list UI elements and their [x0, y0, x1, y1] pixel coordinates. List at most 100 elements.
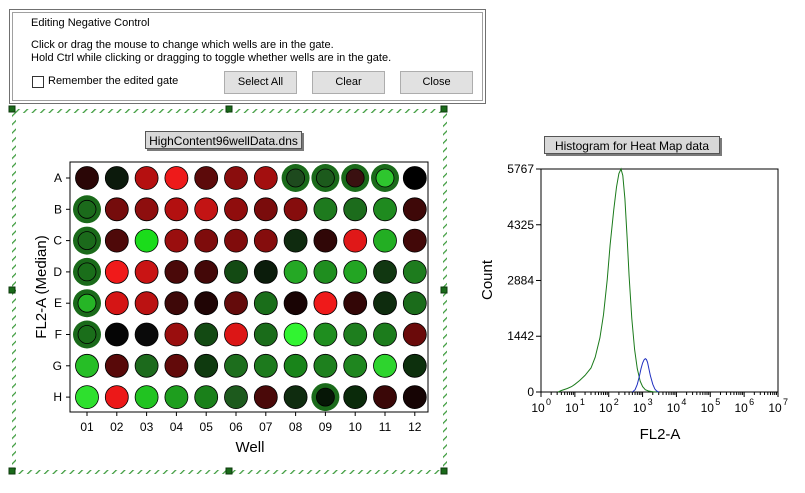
well-D08[interactable] — [283, 259, 308, 284]
well-G09[interactable] — [313, 353, 338, 378]
well-B12[interactable] — [402, 197, 427, 222]
well-E11[interactable] — [373, 291, 397, 316]
well-E09[interactable] — [313, 291, 338, 316]
clear-button[interactable]: Clear — [312, 71, 385, 94]
well-grid[interactable] — [73, 164, 427, 412]
well-G04[interactable] — [164, 353, 189, 378]
well-C04[interactable] — [164, 228, 189, 253]
well-D06[interactable] — [224, 259, 248, 284]
well-H09[interactable] — [315, 387, 335, 407]
well-C11[interactable] — [373, 228, 397, 253]
well-A02[interactable] — [104, 166, 129, 190]
well-F05[interactable] — [194, 322, 219, 347]
well-H03[interactable] — [134, 385, 159, 410]
well-B08[interactable] — [283, 197, 308, 222]
well-D10[interactable] — [343, 259, 368, 284]
well-A08[interactable] — [286, 168, 306, 188]
well-G02[interactable] — [104, 353, 129, 378]
well-E08[interactable] — [283, 291, 308, 316]
well-F04[interactable] — [164, 322, 189, 347]
well-D02[interactable] — [104, 259, 129, 284]
well-C03[interactable] — [134, 228, 159, 253]
well-A09[interactable] — [315, 168, 335, 188]
well-F01[interactable] — [77, 325, 97, 344]
well-H04[interactable] — [164, 385, 189, 410]
well-B06[interactable] — [224, 197, 248, 222]
well-H07[interactable] — [253, 385, 278, 410]
well-F02[interactable] — [104, 322, 129, 347]
well-F12[interactable] — [402, 322, 427, 347]
handle-middle-left[interactable] — [8, 286, 16, 294]
well-H08[interactable] — [283, 385, 308, 410]
well-A11[interactable] — [375, 168, 395, 188]
well-A05[interactable] — [194, 166, 219, 190]
well-H06[interactable] — [224, 385, 248, 410]
well-F10[interactable] — [343, 322, 368, 347]
well-E07[interactable] — [253, 291, 278, 316]
well-A01[interactable] — [75, 166, 99, 190]
well-E05[interactable] — [194, 291, 219, 316]
remember-gate-checkbox[interactable] — [32, 76, 44, 88]
well-D07[interactable] — [253, 259, 278, 284]
well-D05[interactable] — [194, 259, 219, 284]
well-D03[interactable] — [134, 259, 159, 284]
handle-top-right[interactable] — [440, 105, 448, 113]
well-C09[interactable] — [313, 228, 338, 253]
well-G06[interactable] — [224, 353, 248, 378]
well-G01[interactable] — [75, 353, 99, 378]
well-A06[interactable] — [224, 166, 248, 190]
well-B07[interactable] — [253, 197, 278, 222]
well-D01[interactable] — [77, 262, 97, 282]
remember-gate-label[interactable]: Remember the edited gate — [48, 75, 179, 87]
handle-bottom-left[interactable] — [8, 467, 16, 475]
well-H05[interactable] — [194, 385, 219, 410]
well-E04[interactable] — [164, 291, 189, 316]
well-B10[interactable] — [343, 197, 368, 222]
well-F03[interactable] — [134, 322, 159, 347]
selection-handles[interactable] — [8, 105, 448, 475]
well-B04[interactable] — [164, 197, 189, 222]
well-E02[interactable] — [104, 291, 129, 316]
well-B09[interactable] — [313, 197, 338, 222]
well-F07[interactable] — [253, 322, 278, 347]
well-D09[interactable] — [313, 259, 338, 284]
well-G05[interactable] — [194, 353, 219, 378]
well-A04[interactable] — [164, 166, 189, 190]
well-E01[interactable] — [77, 293, 97, 313]
well-H01[interactable] — [75, 385, 99, 410]
handle-top-middle[interactable] — [225, 105, 233, 113]
well-E12[interactable] — [402, 291, 427, 316]
handle-top-left[interactable] — [8, 105, 16, 113]
well-C02[interactable] — [104, 228, 129, 253]
well-F11[interactable] — [373, 322, 397, 347]
handle-bottom-right[interactable] — [440, 467, 448, 475]
close-button[interactable]: Close — [400, 71, 473, 94]
well-G07[interactable] — [253, 353, 278, 378]
well-A07[interactable] — [253, 166, 278, 190]
well-G12[interactable] — [402, 353, 427, 378]
well-B02[interactable] — [104, 197, 129, 222]
well-B01[interactable] — [77, 199, 97, 219]
well-B05[interactable] — [194, 197, 219, 222]
well-B03[interactable] — [134, 197, 159, 222]
well-H10[interactable] — [343, 385, 368, 410]
well-A10[interactable] — [345, 168, 365, 188]
well-E03[interactable] — [134, 291, 159, 316]
select-all-button[interactable]: Select All — [224, 71, 297, 94]
well-G11[interactable] — [373, 353, 397, 378]
well-G10[interactable] — [343, 353, 368, 378]
well-C01[interactable] — [77, 231, 97, 251]
well-H11[interactable] — [373, 385, 397, 410]
well-G03[interactable] — [134, 353, 159, 378]
handle-middle-right[interactable] — [440, 286, 448, 294]
well-A03[interactable] — [134, 166, 159, 190]
well-D04[interactable] — [164, 259, 189, 284]
well-C05[interactable] — [194, 228, 219, 253]
well-D11[interactable] — [373, 259, 397, 284]
well-C12[interactable] — [402, 228, 427, 253]
well-E10[interactable] — [343, 291, 368, 316]
well-A12[interactable] — [402, 166, 427, 190]
well-F08[interactable] — [283, 322, 308, 347]
well-D12[interactable] — [402, 259, 427, 284]
well-C10[interactable] — [343, 228, 368, 253]
